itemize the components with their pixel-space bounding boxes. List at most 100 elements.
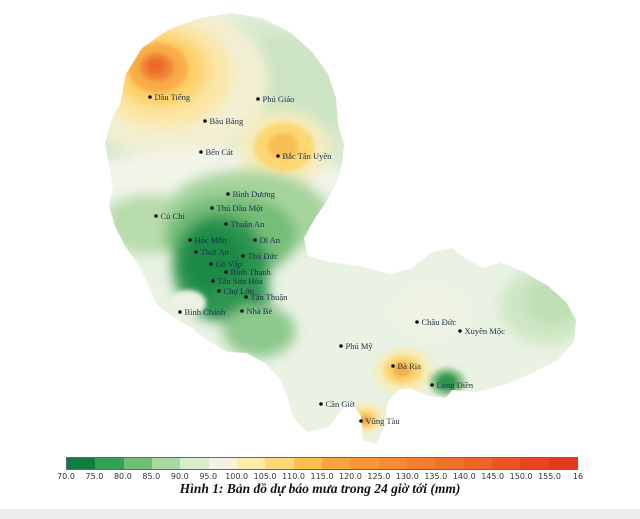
bottom-strip bbox=[0, 509, 640, 519]
marker-dot bbox=[199, 150, 203, 154]
colorbar-segment bbox=[180, 458, 209, 469]
marker-label: Thuận An bbox=[231, 219, 266, 229]
marker-dot bbox=[276, 154, 280, 158]
marker-label: Hóc Môn bbox=[195, 235, 228, 245]
marker-label: Thủ Đức bbox=[248, 251, 279, 261]
colorbar-segment bbox=[123, 458, 152, 469]
marker-dot bbox=[148, 95, 152, 99]
map-marker: Bình Thạnh bbox=[224, 267, 271, 277]
marker-label: Dĩ An bbox=[260, 235, 281, 245]
colorbar-segment bbox=[265, 458, 294, 469]
marker-dot bbox=[241, 254, 245, 258]
colorbar: 70.0 75.0 80.0 85.0 90.0 95.0 100.0 105.0 110.0 1… bbox=[57, 457, 583, 483]
marker-label: Cần Giờ bbox=[326, 399, 355, 409]
map-marker: Hóc Môn bbox=[188, 235, 228, 245]
marker-dot bbox=[224, 270, 228, 274]
colorbar-segment bbox=[548, 458, 577, 469]
marker-label: Tân Sơn Hòa bbox=[218, 276, 263, 286]
map-marker: Tân Thuận bbox=[244, 292, 288, 302]
marker-label: Bàu Bàng bbox=[210, 116, 245, 126]
map-markers: Dầu Tiếng Phú Giáo Bàu Bàng Bến Cát Bắc Tân … bbox=[148, 92, 505, 426]
marker-dot bbox=[319, 402, 323, 406]
rain-contour bbox=[183, 226, 247, 298]
colorbar-tick: 140.0 bbox=[452, 472, 476, 481]
marker-label: Củ Chi bbox=[161, 211, 186, 221]
map-marker: Bến Cát bbox=[199, 147, 234, 157]
colorbar-segment bbox=[321, 458, 351, 469]
colorbar-segment bbox=[208, 458, 237, 469]
colorbar-tick: 145.0 bbox=[481, 472, 505, 481]
colorbar-segment bbox=[435, 458, 464, 469]
colorbar-tick: 150.0 bbox=[509, 472, 533, 481]
marker-dot bbox=[188, 238, 192, 242]
rain-contour bbox=[388, 282, 472, 342]
map-marker: Xuyên Mộc bbox=[458, 326, 505, 336]
colorbar-tick: 100.0 bbox=[225, 472, 249, 481]
marker-label: Bắc Tân Uyên bbox=[283, 151, 333, 161]
map-marker: Thủ Dầu Một bbox=[210, 203, 263, 213]
marker-label: Phú Mỹ bbox=[346, 341, 374, 351]
marker-dot bbox=[359, 419, 363, 423]
map-marker: Cần Giờ bbox=[319, 399, 355, 409]
map-marker: Phú Giáo bbox=[256, 94, 294, 104]
map-marker: Nhà Bè bbox=[240, 306, 272, 316]
marker-label: Nhà Bè bbox=[247, 306, 273, 316]
colorbar-tick: 105.0 bbox=[253, 472, 277, 481]
colorbar-tick: 90.0 bbox=[170, 472, 189, 481]
marker-dot bbox=[339, 344, 343, 348]
rain-contour bbox=[147, 58, 165, 74]
marker-dot bbox=[240, 309, 244, 313]
colorbar-segment bbox=[463, 458, 492, 469]
marker-label: Bình Thạnh bbox=[231, 267, 272, 277]
map-marker: Thủ Đức bbox=[241, 251, 278, 261]
map-marker: Bình Chánh bbox=[178, 307, 226, 317]
colorbar-tick: 130.0 bbox=[395, 472, 419, 481]
marker-dot bbox=[210, 206, 214, 210]
colorbar-segment bbox=[67, 458, 96, 469]
marker-label: Vũng Tàu bbox=[366, 416, 401, 426]
marker-dot bbox=[203, 119, 207, 123]
colorbar-segment bbox=[236, 458, 266, 469]
map-marker: Thuận An bbox=[224, 219, 265, 229]
marker-dot bbox=[178, 310, 182, 314]
rain-contour bbox=[223, 305, 295, 357]
marker-label: Bình Chánh bbox=[185, 307, 227, 317]
colorbar-segment bbox=[350, 458, 379, 469]
colorbar-tick: 125.0 bbox=[367, 472, 391, 481]
colorbar-tick: 95.0 bbox=[199, 472, 218, 481]
marker-label: Châu Đức bbox=[422, 317, 457, 327]
colorbar-segment bbox=[520, 458, 549, 469]
map-marker: Bà Rịa bbox=[391, 361, 421, 371]
colorbar-segment bbox=[95, 458, 124, 469]
marker-dot bbox=[415, 320, 419, 324]
marker-dot bbox=[209, 262, 213, 266]
marker-dot bbox=[224, 222, 228, 226]
marker-label: Thủ Dầu Một bbox=[217, 203, 264, 213]
figure-caption: Hình 1: Bản đồ dự báo mưa trong 24 giờ t… bbox=[179, 481, 461, 496]
colorbar-tick: 70.0 bbox=[57, 472, 75, 481]
colorbar-segment bbox=[491, 458, 521, 469]
map-marker: Tân Sơn Hòa bbox=[211, 276, 263, 286]
colorbar-tick: 16 bbox=[572, 472, 584, 481]
map-marker: Chợ Lớn bbox=[217, 286, 255, 296]
marker-label: Bình Dương bbox=[233, 189, 276, 199]
map-marker: Dầu Tiếng bbox=[148, 92, 191, 102]
colorbar-scale bbox=[66, 457, 578, 470]
marker-label: Thới An bbox=[201, 247, 230, 257]
marker-dot bbox=[391, 364, 395, 368]
rain-contour bbox=[392, 362, 412, 378]
map-marker: Phú Mỹ bbox=[339, 341, 373, 351]
marker-label: Dầu Tiếng bbox=[155, 92, 191, 102]
map-marker: Bắc Tân Uyên bbox=[276, 151, 332, 161]
marker-dot bbox=[256, 97, 260, 101]
map-marker: Châu Đức bbox=[415, 317, 456, 327]
rain-contour bbox=[268, 133, 298, 159]
marker-dot bbox=[194, 250, 198, 254]
rain-contour bbox=[170, 290, 206, 316]
colorbar-segment bbox=[406, 458, 436, 469]
marker-dot bbox=[211, 279, 215, 283]
colorbar-tick: 85.0 bbox=[142, 472, 161, 481]
marker-dot bbox=[217, 289, 221, 293]
